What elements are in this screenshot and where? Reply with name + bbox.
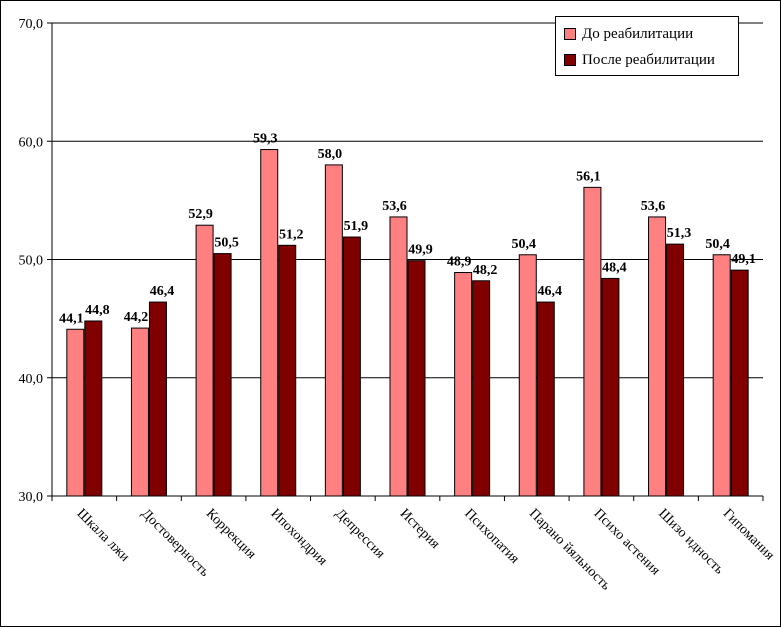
data-label: 56,1 xyxy=(576,169,601,184)
bar-after xyxy=(601,277,620,497)
y-tick-label: 60,0 xyxy=(19,135,44,150)
x-tick-label: Психопатия xyxy=(461,506,522,567)
data-label: 53,6 xyxy=(382,199,407,214)
data-label: 48,9 xyxy=(447,255,472,270)
x-tick-label: Истерия xyxy=(397,506,443,552)
legend-item-after: После реабилитации xyxy=(564,50,715,70)
x-tick-label: Коррекция xyxy=(203,506,259,562)
bar-after xyxy=(213,253,232,497)
bar-before xyxy=(195,224,214,497)
x-tick-label: Психо астения xyxy=(591,506,663,578)
bar-after xyxy=(84,320,103,497)
data-label: 51,2 xyxy=(279,227,304,242)
data-label: 49,1 xyxy=(731,252,756,267)
x-tick-label: Гипомания xyxy=(720,506,777,563)
legend-swatch-after xyxy=(564,54,576,66)
legend-swatch-before xyxy=(564,28,576,40)
bar-after xyxy=(536,301,555,497)
legend-label-after: После реабилитации xyxy=(582,51,715,68)
x-tick-label: Шизо идность xyxy=(655,506,726,577)
data-label: 48,4 xyxy=(602,260,627,275)
data-label: 46,4 xyxy=(150,284,175,299)
y-tick-label: 70,0 xyxy=(19,17,44,32)
y-tick-label: 40,0 xyxy=(19,372,44,387)
bar-after xyxy=(342,236,361,497)
bar-after xyxy=(278,244,297,497)
data-label: 44,2 xyxy=(124,310,149,325)
data-label: 49,9 xyxy=(408,243,433,258)
y-tick-label: 50,0 xyxy=(19,254,44,269)
x-tick-label: Шкала лжи xyxy=(73,506,132,565)
data-label: 58,0 xyxy=(318,147,343,162)
bar-before xyxy=(518,254,537,497)
x-tick-label: Депрессия xyxy=(332,506,388,562)
legend-label-before: До реабилитации xyxy=(582,25,694,42)
chart-legend: До реабилитации После реабилитации xyxy=(555,16,739,76)
y-tick-label: 30,0 xyxy=(19,490,44,505)
bar-before xyxy=(389,216,408,497)
bar-before xyxy=(648,216,667,497)
data-label: 50,4 xyxy=(512,237,537,252)
bar-before xyxy=(712,254,731,497)
bar-after xyxy=(730,269,749,497)
legend-item-before: До реабилитации xyxy=(564,24,693,44)
bar-before xyxy=(130,327,149,497)
data-label: 53,6 xyxy=(641,199,666,214)
data-label: 48,2 xyxy=(473,263,498,278)
x-tick-label: Достоверность xyxy=(138,506,212,580)
data-label: 44,8 xyxy=(85,303,110,318)
bar-before xyxy=(454,272,473,497)
bar-before xyxy=(260,149,279,497)
data-label: 50,5 xyxy=(214,236,239,251)
data-label: 50,4 xyxy=(705,237,730,252)
bar-before xyxy=(583,186,602,497)
data-label: 51,9 xyxy=(344,219,369,234)
data-label: 46,4 xyxy=(538,284,563,299)
bar-before xyxy=(324,164,343,497)
x-tick-label: Ипохондрия xyxy=(267,506,330,569)
data-label: 52,9 xyxy=(188,207,213,222)
bar-before xyxy=(66,328,85,497)
data-label: 51,3 xyxy=(667,226,692,241)
bar-after xyxy=(407,260,426,497)
bar-after xyxy=(666,243,685,497)
data-label: 59,3 xyxy=(253,132,278,147)
bar-after xyxy=(472,280,491,497)
data-label: 44,1 xyxy=(59,311,84,326)
bar-after xyxy=(148,301,167,497)
